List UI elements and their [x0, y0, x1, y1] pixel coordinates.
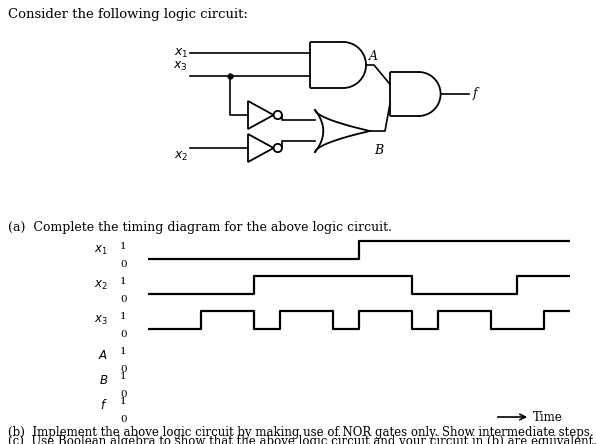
- Text: 0: 0: [120, 295, 126, 304]
- Text: $x_2$: $x_2$: [173, 150, 188, 163]
- Text: 0: 0: [120, 365, 126, 374]
- Text: B: B: [374, 144, 383, 157]
- Text: 1: 1: [120, 277, 126, 286]
- Text: 0: 0: [120, 390, 126, 399]
- Text: 1: 1: [120, 347, 126, 356]
- Text: (b)  Implement the above logic circuit by making use of NOR gates only. Show int: (b) Implement the above logic circuit by…: [8, 426, 594, 439]
- Text: A: A: [369, 50, 378, 63]
- Text: 1: 1: [120, 242, 126, 251]
- Text: $B$: $B$: [99, 373, 108, 387]
- Text: Time: Time: [533, 411, 563, 424]
- Text: $A$: $A$: [98, 349, 108, 361]
- Text: $x_2$: $x_2$: [94, 278, 108, 292]
- Text: 1: 1: [120, 312, 126, 321]
- Text: 1: 1: [120, 372, 126, 381]
- Text: (a)  Complete the timing diagram for the above logic circuit.: (a) Complete the timing diagram for the …: [8, 221, 392, 234]
- Text: $x_3$: $x_3$: [94, 313, 108, 327]
- Text: 0: 0: [120, 415, 126, 424]
- Text: (c)  Use Boolean algebra to show that the above logic circuit and your circuit i: (c) Use Boolean algebra to show that the…: [8, 435, 596, 444]
- Text: $x_1$: $x_1$: [94, 244, 108, 257]
- Text: Consider the following logic circuit:: Consider the following logic circuit:: [8, 8, 248, 21]
- Text: 1: 1: [120, 397, 126, 406]
- Text: f: f: [473, 87, 477, 100]
- Text: $f$: $f$: [100, 398, 108, 412]
- Text: 0: 0: [120, 330, 126, 339]
- Text: $x_1$: $x_1$: [173, 47, 188, 60]
- Text: 0: 0: [120, 260, 126, 269]
- Text: $x_3$: $x_3$: [173, 60, 188, 73]
